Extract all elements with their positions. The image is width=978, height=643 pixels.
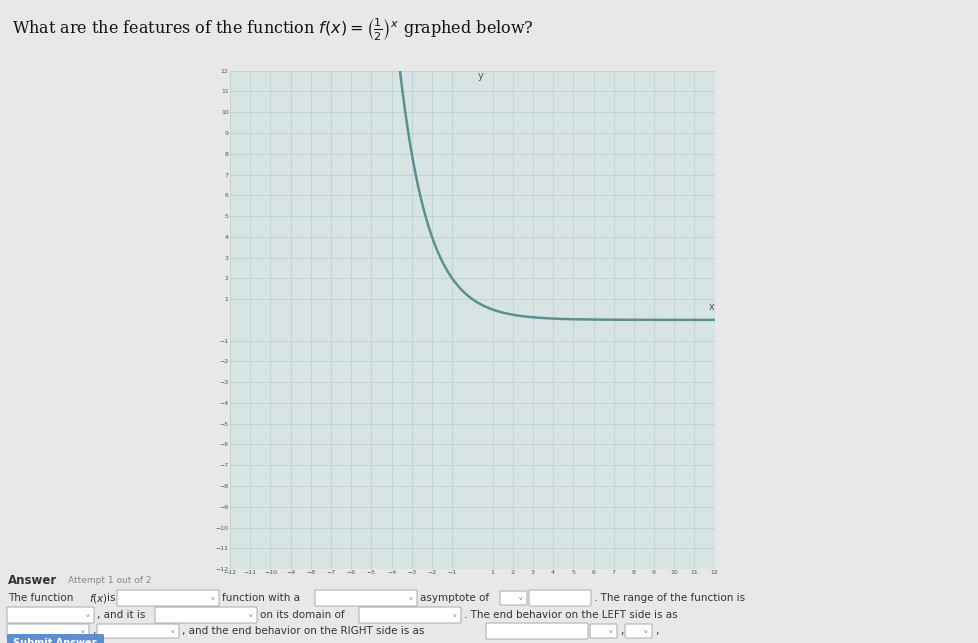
Text: function with a: function with a — [222, 593, 299, 603]
FancyBboxPatch shape — [97, 624, 179, 638]
Text: v: v — [81, 628, 85, 633]
FancyBboxPatch shape — [7, 624, 89, 638]
Text: What are the features of the function $f(x)=\left(\frac{1}{2}\right)^x$ graphed : What are the features of the function $f… — [12, 16, 533, 42]
Text: , and the end behavior on the RIGHT side is as: , and the end behavior on the RIGHT side… — [182, 626, 423, 636]
Text: v: v — [409, 595, 413, 601]
FancyBboxPatch shape — [7, 607, 94, 623]
Text: $f(x)$: $f(x)$ — [89, 592, 108, 604]
Text: v: v — [171, 628, 175, 633]
Text: Submit Answer: Submit Answer — [14, 638, 97, 643]
Text: ,: , — [654, 626, 657, 636]
Text: v: v — [644, 628, 647, 633]
Text: x: x — [708, 302, 714, 312]
FancyBboxPatch shape — [624, 624, 651, 638]
FancyBboxPatch shape — [117, 590, 219, 606]
Text: is: is — [107, 593, 115, 603]
FancyBboxPatch shape — [590, 624, 616, 638]
FancyBboxPatch shape — [359, 607, 461, 623]
Text: The function: The function — [8, 593, 73, 603]
Text: , and it is: , and it is — [97, 610, 145, 620]
Text: Answer: Answer — [8, 574, 57, 586]
FancyBboxPatch shape — [500, 591, 526, 605]
Text: on its domain of: on its domain of — [260, 610, 344, 620]
Text: ,: , — [619, 626, 623, 636]
FancyBboxPatch shape — [155, 607, 257, 623]
Text: v: v — [608, 628, 612, 633]
Text: y: y — [477, 71, 483, 81]
Text: ,: , — [92, 626, 95, 636]
FancyBboxPatch shape — [7, 634, 104, 643]
FancyBboxPatch shape — [528, 590, 591, 606]
FancyBboxPatch shape — [315, 590, 417, 606]
Text: . The end behavior on the LEFT side is as: . The end behavior on the LEFT side is a… — [464, 610, 677, 620]
Text: v: v — [86, 613, 90, 617]
Text: v: v — [518, 595, 522, 601]
Text: v: v — [453, 613, 457, 617]
FancyBboxPatch shape — [485, 623, 588, 639]
Text: Attempt 1 out of 2: Attempt 1 out of 2 — [67, 575, 152, 584]
Text: . The range of the function is: . The range of the function is — [594, 593, 744, 603]
Text: v: v — [211, 595, 214, 601]
Text: asymptote of: asymptote of — [420, 593, 489, 603]
Text: v: v — [248, 613, 252, 617]
